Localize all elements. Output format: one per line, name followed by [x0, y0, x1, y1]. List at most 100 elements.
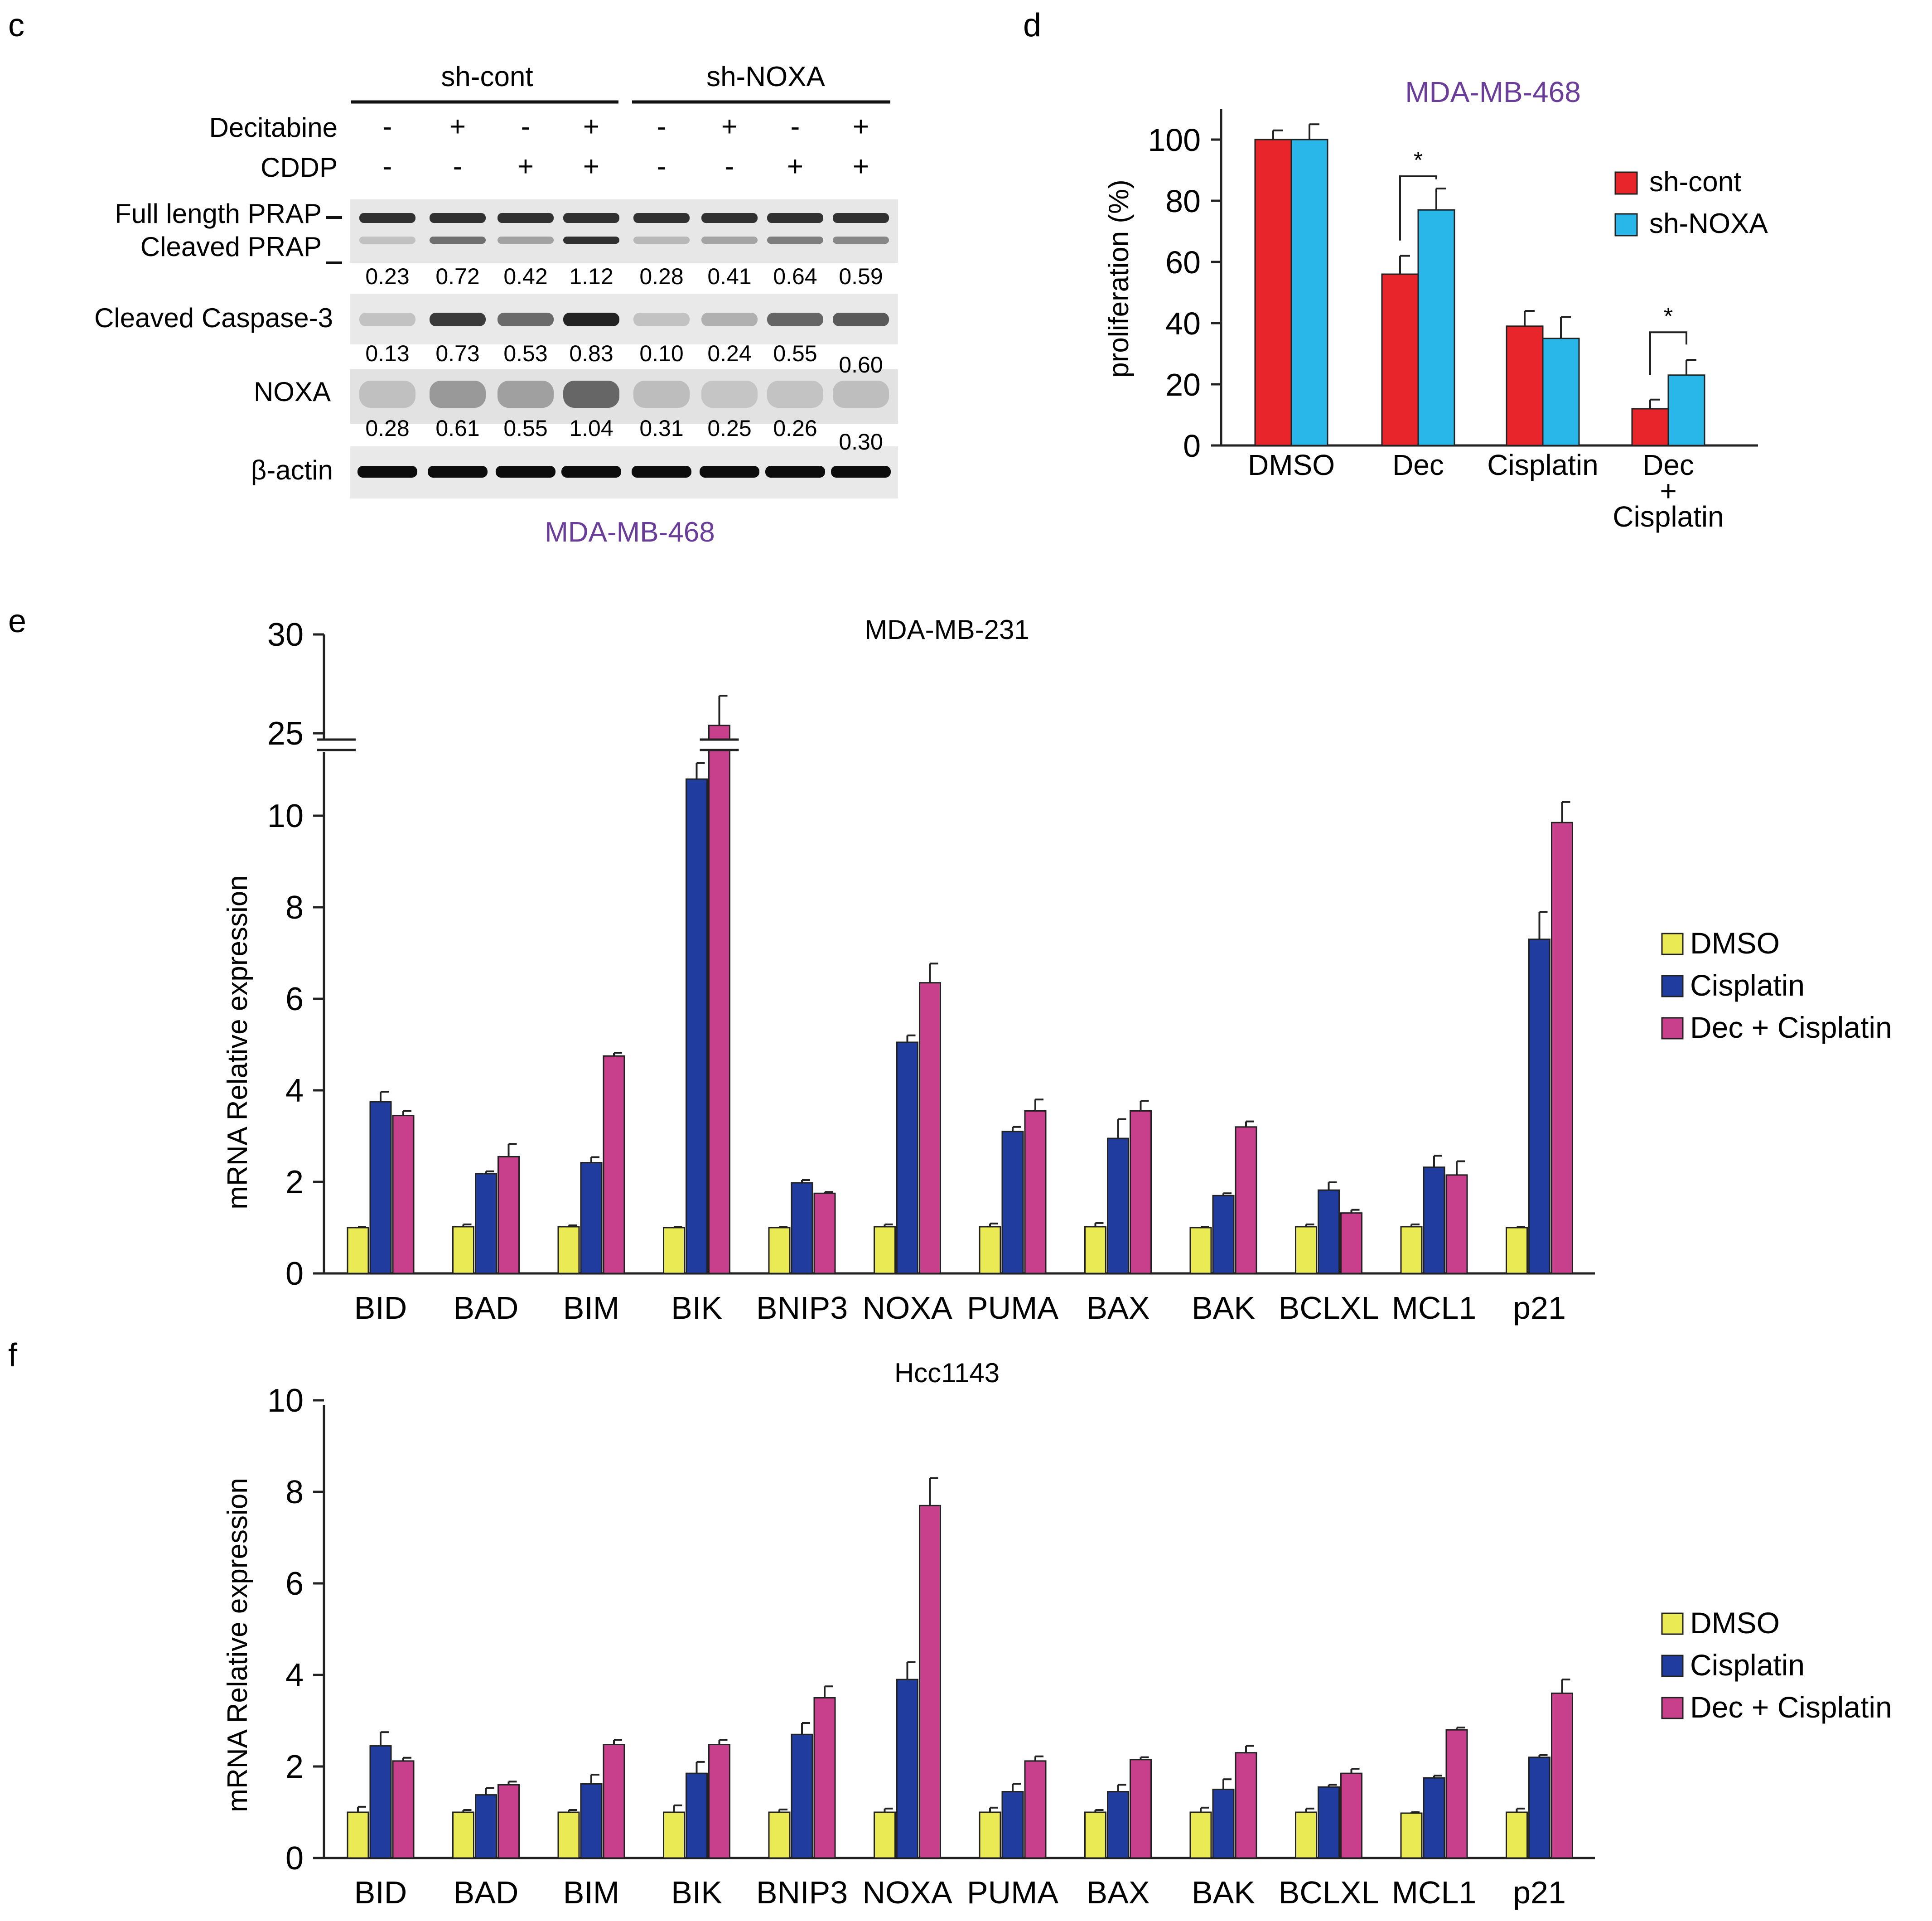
band-caspase	[633, 313, 690, 326]
bar	[768, 1227, 791, 1274]
x-tick-label: BCLXL	[1279, 1875, 1379, 1910]
bar	[1318, 1786, 1340, 1859]
panel-letter-d: d	[1023, 7, 1041, 44]
bar	[1235, 1752, 1257, 1859]
bar	[1667, 374, 1705, 446]
bar	[1024, 1110, 1047, 1274]
bar	[768, 1811, 791, 1859]
bar	[1423, 1777, 1445, 1859]
decitabine-sign: +	[449, 111, 466, 142]
bar	[497, 1156, 520, 1274]
bar	[1189, 1811, 1212, 1859]
bar	[1417, 209, 1455, 446]
bar	[708, 1744, 730, 1859]
bar	[1542, 338, 1580, 446]
x-tick-label: Cisplatin	[1487, 449, 1598, 481]
bar	[369, 1745, 392, 1859]
bar	[1254, 139, 1292, 446]
caspase-quant-value: 0.73	[435, 341, 479, 366]
row-label-decitabine: Decitabine	[209, 112, 338, 143]
band-actin	[428, 466, 488, 478]
bar	[1212, 1789, 1235, 1859]
band-noxa	[497, 381, 554, 408]
band-caspase	[430, 313, 486, 326]
y-tick-label: 10	[267, 798, 304, 834]
noxa-quant-value: 0.25	[707, 416, 751, 441]
bar	[1506, 1227, 1528, 1274]
x-tick-label: BAD	[454, 1290, 519, 1326]
panel-d-chart: d MDA-MB-468 0 20 40 60 80 100 proliferation (%)…	[1023, 7, 1768, 533]
x-tick-label: BIM	[563, 1290, 619, 1326]
parp-quant-value: 1.12	[569, 264, 613, 289]
cddp-sign: -	[657, 151, 667, 182]
x-tick-label: MCL1	[1392, 1875, 1477, 1910]
bar	[1084, 1811, 1106, 1859]
bar	[896, 1679, 918, 1859]
parp-quant-value: 0.28	[639, 264, 683, 289]
noxa-quant-value: 0.26	[773, 416, 817, 441]
x-tick-label: BAK	[1192, 1875, 1255, 1910]
y-tick-label: 2	[285, 1749, 304, 1785]
bar	[603, 1744, 625, 1859]
x-tick-label: BCLXL	[1279, 1290, 1379, 1326]
cddp-sign: +	[853, 151, 869, 182]
x-tick-label: p21	[1513, 1290, 1566, 1326]
decitabine-sign: +	[721, 111, 738, 142]
bar	[979, 1811, 1001, 1859]
legend-label: sh-cont	[1649, 166, 1741, 198]
band-actin	[700, 466, 759, 478]
caspase-quant-value: 0.60	[839, 352, 883, 377]
bar	[347, 1227, 369, 1274]
bar	[497, 1784, 520, 1859]
bar	[452, 1811, 474, 1859]
band-full-parp	[833, 213, 889, 223]
band-full-parp	[701, 213, 758, 223]
x-tick-label: BIK	[671, 1290, 722, 1326]
band-label-actin: β-actin	[251, 455, 333, 485]
band-label-noxa: NOXA	[254, 377, 331, 407]
band-caspase	[833, 313, 889, 326]
bar	[580, 1783, 603, 1859]
bar	[791, 1182, 813, 1274]
x-tick-label: BID	[354, 1290, 407, 1326]
caspase-quant-value: 0.53	[503, 341, 547, 366]
band-actin	[831, 466, 891, 478]
bar	[1084, 1226, 1106, 1274]
bar	[1024, 1760, 1047, 1859]
band-cleaved-parp	[430, 237, 486, 244]
x-tick-label: BAD	[454, 1875, 519, 1910]
bar	[1130, 1759, 1152, 1859]
band-caspase	[563, 313, 619, 326]
x-tick-label: DMSO	[1248, 449, 1335, 481]
x-tick-label: PUMA	[967, 1875, 1059, 1910]
bar	[475, 1173, 497, 1274]
legend-swatch	[1661, 933, 1684, 955]
bar	[979, 1226, 1001, 1274]
bar	[1381, 273, 1419, 446]
cddp-sign: -	[453, 151, 463, 182]
band-caspase	[497, 313, 554, 326]
y-tick-label: 0	[285, 1840, 304, 1877]
band-actin	[357, 466, 417, 478]
significance-bracket	[1399, 175, 1437, 241]
band-cleaved-parp	[497, 237, 554, 244]
band-noxa	[563, 381, 619, 408]
y-tick-label: 6	[285, 1566, 304, 1602]
legend-label: DMSO	[1690, 1606, 1780, 1640]
legend-label: Cisplatin	[1690, 1648, 1805, 1682]
caspase-quant-value: 0.83	[569, 341, 613, 366]
bar	[557, 1811, 580, 1859]
band-label-cleaved-parp: Cleaved PRAP	[140, 232, 322, 262]
band-actin	[632, 466, 691, 478]
x-tick-label: Dec	[1642, 449, 1694, 481]
panel-letter-c: c	[8, 7, 24, 44]
band-caspase	[767, 313, 823, 326]
blot-noxa-strip	[350, 369, 898, 424]
bar	[1235, 1126, 1257, 1274]
bar	[686, 1772, 708, 1859]
bar	[813, 1192, 836, 1274]
bar	[557, 1226, 580, 1274]
panel-e-chart: e MDA-MB-231 mRNA Relative expression 0 2 4 6 8…	[8, 603, 1892, 1326]
y-tick-label: 4	[285, 1657, 304, 1694]
